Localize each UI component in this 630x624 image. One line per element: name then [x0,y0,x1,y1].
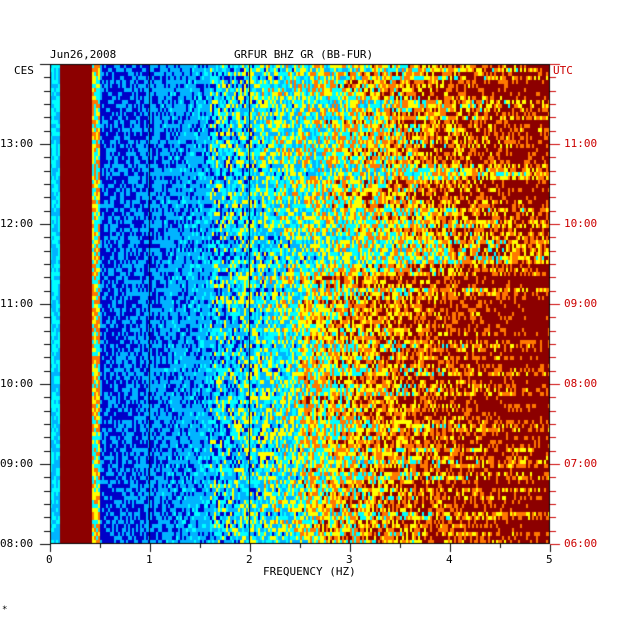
footer-mark: * [2,605,8,615]
x-tick-label: 4 [446,553,453,566]
y-left-tick-label: 08:00 [0,537,34,550]
chart-title: GRFUR BHZ GR (BB-FUR) [234,48,374,61]
x-tick-label: 1 [146,553,153,566]
x-tick-label: 2 [246,553,253,566]
left-timezone-label: CES [14,64,34,77]
y-left-tick-label: 13:00 [0,137,34,150]
x-tick-label: 5 [546,553,553,566]
y-left-tick-label: 12:00 [0,217,34,230]
y-right-tick-label: 07:00 [564,457,598,470]
y-right-tick-label: 11:00 [564,137,598,150]
y-left-tick-label: 11:00 [0,297,34,310]
y-left-tick-label: 10:00 [0,377,34,390]
y-right-tick-label: 08:00 [564,377,598,390]
y-right-tick-label: 06:00 [564,537,598,550]
x-tick-label: 3 [346,553,353,566]
y-right-tick-label: 09:00 [564,297,598,310]
y-right-tick-label: 10:00 [564,217,598,230]
y-left-tick-label: 09:00 [0,457,34,470]
x-tick-label: 0 [46,553,53,566]
date-label: Jun26,2008 [50,48,117,61]
right-timezone-label: UTC [553,64,573,77]
x-axis-label: FREQUENCY (HZ) [263,565,356,578]
